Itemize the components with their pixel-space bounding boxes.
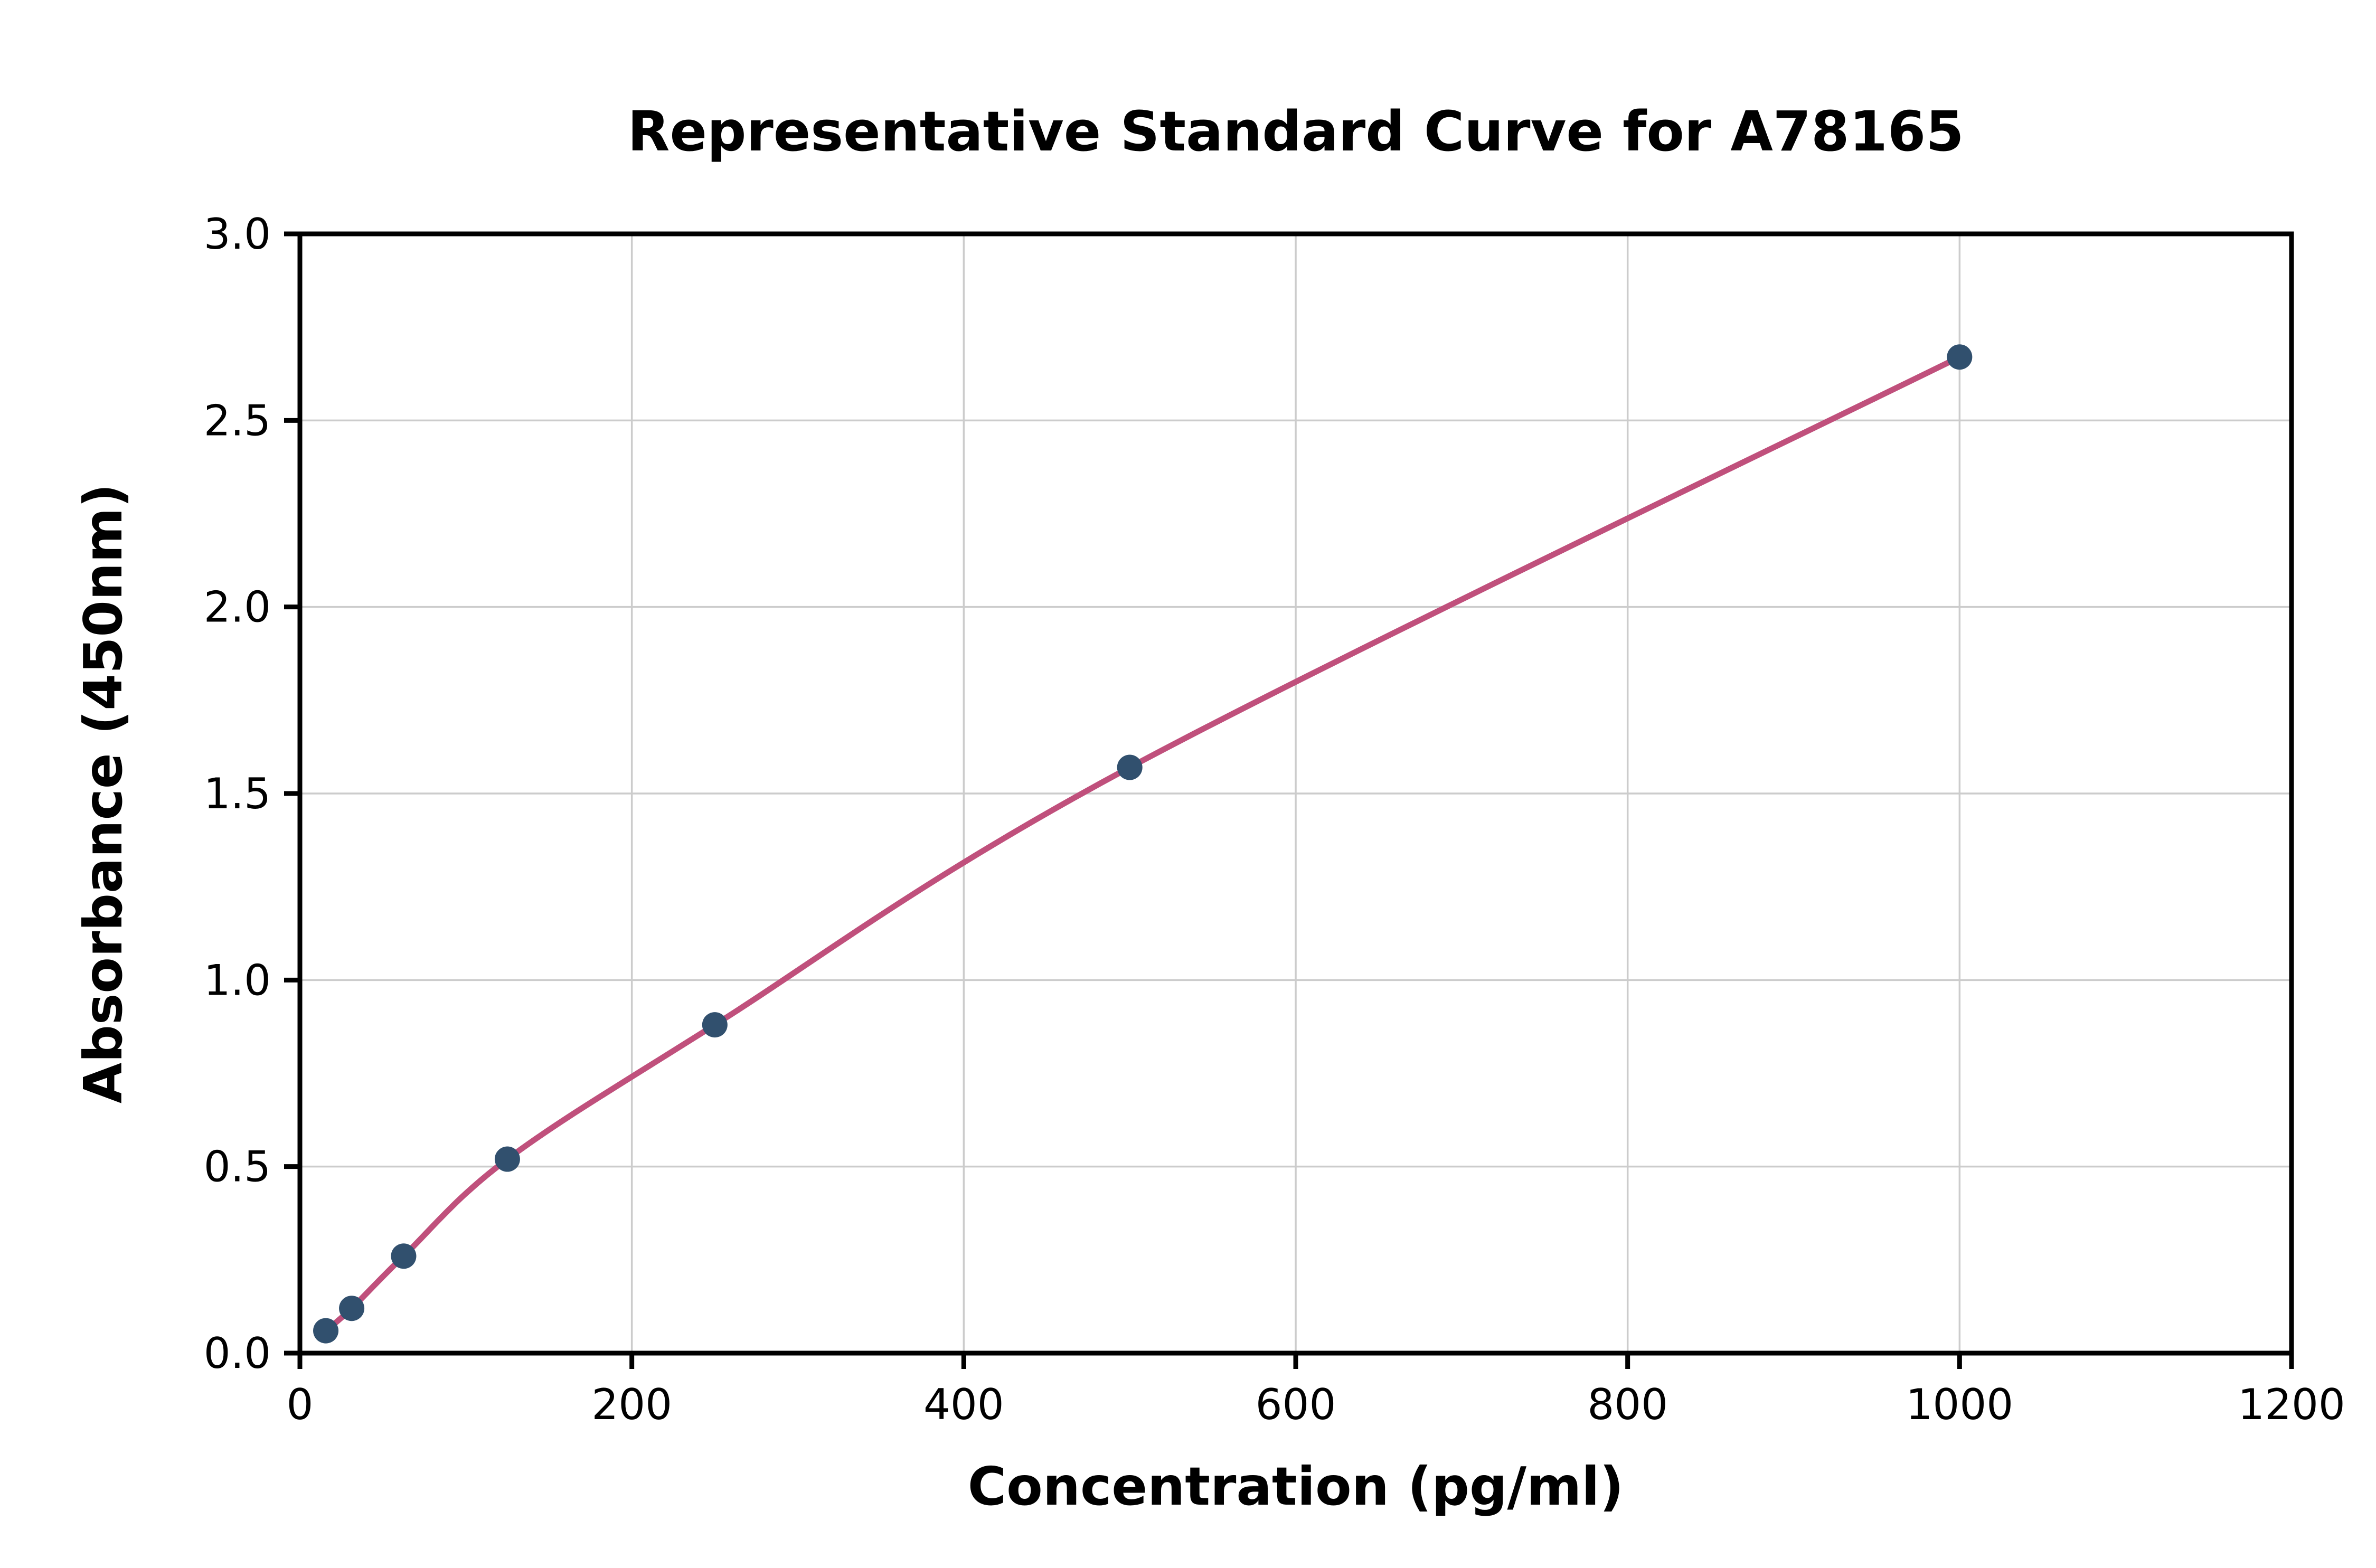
y-tick-label: 2.5 bbox=[204, 396, 271, 445]
y-tick-label: 1.5 bbox=[204, 769, 271, 818]
data-point bbox=[1947, 344, 1973, 370]
data-point bbox=[391, 1243, 417, 1269]
grid-layer bbox=[299, 233, 2293, 1354]
y-axis-label: Absorbance (450nm) bbox=[72, 484, 134, 1103]
fit-curve bbox=[323, 354, 1963, 1334]
data-point bbox=[494, 1146, 520, 1172]
y-tick-label: 0.5 bbox=[204, 1142, 271, 1192]
y-tick-label: 2.0 bbox=[204, 583, 271, 632]
x-tick-label: 0 bbox=[287, 1380, 314, 1429]
x-tick-label: 600 bbox=[1256, 1380, 1336, 1429]
tick-layer: 0 200 400 600 800 1000 1200 0.0 0.5 1.0 1.5 2.0 2.5 3… bbox=[204, 210, 2345, 1429]
x-axis-label: Concentration (pg/ml) bbox=[968, 1456, 1624, 1517]
x-tick-label: 800 bbox=[1587, 1380, 1668, 1429]
y-tick-label: 3.0 bbox=[204, 210, 271, 259]
y-tick-label: 0.0 bbox=[204, 1329, 271, 1378]
x-tick-label: 1000 bbox=[1906, 1380, 2014, 1429]
data-point bbox=[1117, 754, 1143, 780]
y-tick-label: 1.0 bbox=[204, 956, 271, 1005]
data-layer bbox=[313, 344, 1973, 1344]
x-tick-label: 1200 bbox=[2238, 1380, 2345, 1429]
data-point bbox=[313, 1318, 339, 1344]
x-tick-label: 200 bbox=[591, 1380, 672, 1429]
chart-title: Representative Standard Curve for A78165 bbox=[627, 99, 1964, 164]
data-point bbox=[339, 1296, 365, 1321]
data-point bbox=[702, 1012, 728, 1038]
x-tick-label: 400 bbox=[923, 1380, 1004, 1429]
